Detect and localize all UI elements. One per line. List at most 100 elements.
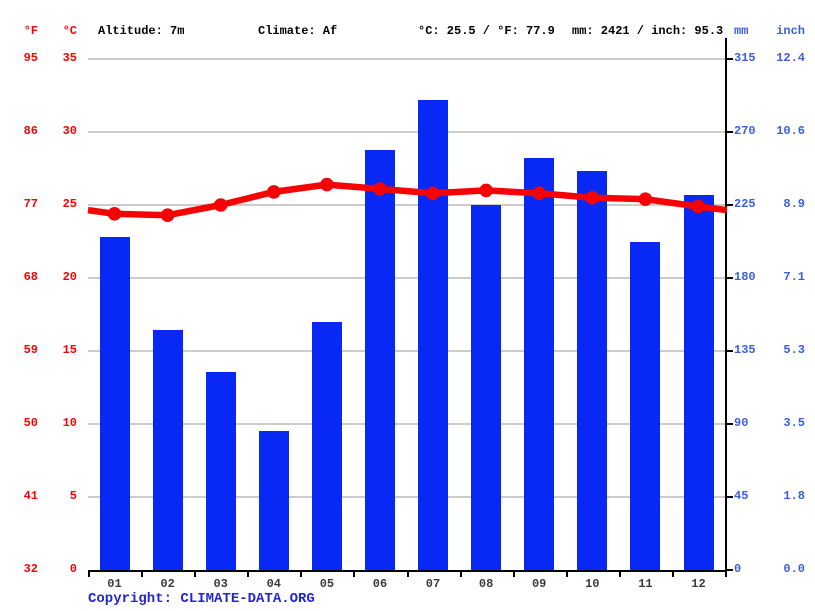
y-axis-label-inch: 5.3 bbox=[783, 343, 805, 357]
temperature-point bbox=[213, 198, 228, 212]
precipitation-bar bbox=[524, 158, 555, 570]
x-axis-tick bbox=[512, 570, 515, 577]
x-axis-tick bbox=[725, 570, 727, 577]
inch-axis-title: inch bbox=[776, 24, 805, 38]
precipitation-bar bbox=[311, 321, 342, 570]
y-axis-label-fahrenheit: 41 bbox=[23, 489, 38, 503]
y-axis-label-mm: 0 bbox=[734, 562, 742, 576]
right-axis-tick bbox=[725, 277, 733, 279]
gridline bbox=[88, 131, 725, 133]
temperature-point bbox=[532, 186, 546, 201]
gridline bbox=[88, 496, 725, 498]
y-axis-label-celsius: 10 bbox=[62, 416, 77, 430]
gridline bbox=[88, 58, 725, 60]
x-axis-label-month: 09 bbox=[531, 577, 547, 591]
x-axis-tick bbox=[88, 570, 90, 577]
x-axis-tick bbox=[353, 570, 356, 577]
right-axis-tick bbox=[725, 58, 733, 60]
climate-label: Climate: Af bbox=[258, 24, 338, 38]
y-axis-label-celsius: 15 bbox=[62, 343, 77, 357]
x-axis-tick bbox=[194, 570, 197, 577]
mean-temperature-label: °C: 25.5 / °F: 77.9 bbox=[418, 24, 555, 38]
x-axis-label-month: 02 bbox=[160, 577, 175, 591]
fahrenheit-axis-title: °F bbox=[23, 24, 38, 38]
x-axis-tick bbox=[618, 570, 621, 577]
y-axis-label-fahrenheit: 77 bbox=[23, 197, 38, 211]
y-axis-label-mm: 45 bbox=[734, 489, 749, 503]
gridline bbox=[88, 204, 725, 206]
precipitation-bar bbox=[99, 237, 130, 570]
x-axis-label-month: 03 bbox=[213, 577, 228, 591]
x-axis-label-month: 11 bbox=[638, 577, 653, 591]
mm-axis-title: mm bbox=[734, 24, 749, 38]
right-axis-tick bbox=[725, 350, 733, 352]
y-axis-label-inch: 12.4 bbox=[776, 51, 805, 65]
y-axis-label-mm: 225 bbox=[734, 197, 756, 211]
y-axis-label-inch: 3.5 bbox=[783, 416, 805, 430]
annual-precipitation-label: mm: 2421 / inch: 95.3 bbox=[572, 24, 724, 38]
x-axis-label-month: 04 bbox=[266, 577, 281, 591]
celsius-axis-title: °C bbox=[62, 24, 77, 38]
temperature-point bbox=[479, 183, 493, 198]
x-axis-label-month: 12 bbox=[691, 577, 706, 591]
x-axis-label-month: 06 bbox=[372, 577, 388, 591]
right-axis-tick bbox=[725, 569, 733, 571]
temperature-point bbox=[373, 182, 387, 196]
y-axis-label-celsius: 5 bbox=[69, 489, 77, 503]
y-axis-label-celsius: 20 bbox=[62, 270, 77, 284]
x-axis-label-month: 05 bbox=[319, 577, 335, 591]
y-axis-label-fahrenheit: 86 bbox=[23, 124, 38, 138]
temperature-point bbox=[426, 186, 440, 201]
temperature-line bbox=[87, 181, 728, 219]
precipitation-bar bbox=[577, 170, 608, 570]
y-axis-label-celsius: 25 bbox=[62, 197, 77, 211]
x-axis-label-month: 08 bbox=[478, 577, 494, 591]
right-axis-line bbox=[725, 38, 727, 572]
y-axis-label-celsius: 0 bbox=[69, 562, 77, 576]
y-axis-label-fahrenheit: 50 bbox=[23, 416, 38, 430]
precipitation-bar bbox=[152, 329, 183, 570]
y-axis-label-mm: 180 bbox=[734, 270, 756, 284]
y-axis-label-mm: 90 bbox=[734, 416, 749, 430]
x-axis-tick bbox=[671, 570, 674, 577]
precipitation-bar bbox=[683, 195, 714, 570]
x-axis-label-month: 01 bbox=[107, 577, 122, 591]
y-axis-label-inch: 7.1 bbox=[783, 270, 805, 284]
y-axis-label-fahrenheit: 68 bbox=[23, 270, 38, 284]
y-axis-label-fahrenheit: 95 bbox=[23, 51, 38, 65]
temperature-point bbox=[585, 190, 600, 205]
x-axis-tick bbox=[141, 570, 144, 577]
y-axis-label-fahrenheit: 32 bbox=[23, 562, 38, 576]
x-axis-tick bbox=[247, 570, 250, 577]
y-axis-label-celsius: 35 bbox=[62, 51, 77, 65]
precipitation-bar bbox=[205, 372, 236, 570]
precipitation-bar bbox=[365, 149, 395, 570]
y-axis-label-inch: 10.6 bbox=[776, 124, 805, 138]
temperature-point bbox=[160, 208, 175, 222]
precipitation-bar bbox=[418, 99, 448, 570]
x-axis-tick bbox=[459, 570, 462, 577]
gridline bbox=[88, 423, 725, 425]
right-axis-tick bbox=[725, 131, 733, 133]
y-axis-label-inch: 8.9 bbox=[783, 197, 805, 211]
right-axis-tick bbox=[725, 204, 733, 206]
gridline bbox=[88, 350, 725, 352]
gridline bbox=[88, 277, 725, 279]
x-axis-tick bbox=[565, 570, 568, 577]
y-axis-label-mm: 135 bbox=[734, 343, 756, 357]
right-axis-tick bbox=[725, 423, 733, 425]
x-axis-tick bbox=[406, 570, 409, 577]
right-axis-tick bbox=[725, 496, 733, 498]
precipitation-bar bbox=[258, 430, 289, 570]
temperature-point bbox=[107, 207, 122, 221]
x-axis-tick bbox=[300, 570, 303, 577]
copyright-link[interactable]: Copyright: CLIMATE-DATA.ORG bbox=[88, 591, 315, 607]
altitude-label: Altitude: 7m bbox=[98, 24, 185, 38]
temperature-point bbox=[638, 192, 653, 206]
temperature-point bbox=[320, 177, 334, 192]
y-axis-label-mm: 315 bbox=[734, 51, 756, 65]
precipitation-bar bbox=[630, 242, 661, 570]
x-axis-label-month: 10 bbox=[585, 577, 600, 591]
